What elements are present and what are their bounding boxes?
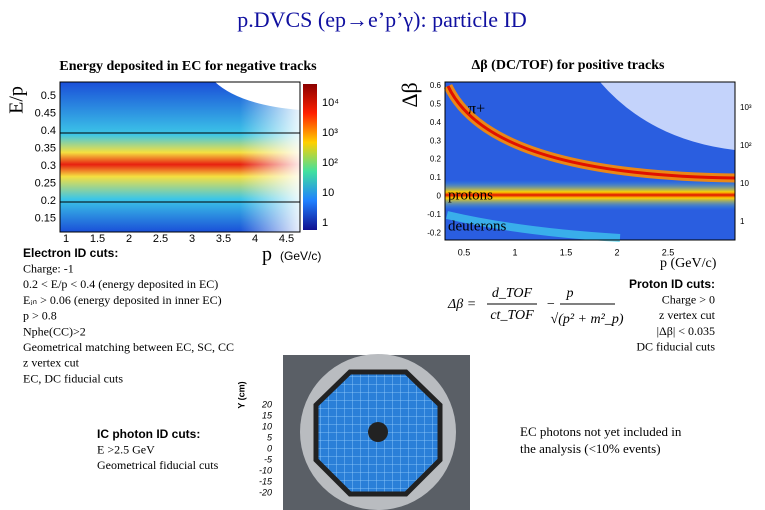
cuts-line: DC fiducial cuts xyxy=(636,340,715,354)
y-tick-label: 0.1 xyxy=(430,173,442,182)
x-tick-label: 4.5 xyxy=(279,233,294,245)
heatmap-band xyxy=(446,211,621,242)
cuts-heading: IC photon ID cuts: xyxy=(97,427,200,441)
cuts-line: Charge: -1 xyxy=(23,261,74,275)
colorbar-label: 10 xyxy=(740,179,749,188)
slide-title: p.DVCS (ep→e’p’γ): particle ID xyxy=(237,7,527,32)
y-tick-label: 0.45 xyxy=(35,107,56,119)
colorbar-label: 10³ xyxy=(322,127,338,139)
x-tick-label: 0.5 xyxy=(458,247,471,257)
x-axis-label: p xyxy=(262,244,272,266)
x-tick-label: 2 xyxy=(614,247,619,257)
y-tick-label: 0.6 xyxy=(430,81,442,90)
x-tick-label: 3.5 xyxy=(216,233,231,245)
cuts-line: EC, DC fiducial cuts xyxy=(23,371,123,385)
colorbar-label: 1 xyxy=(322,217,328,229)
y-axis-label: E/p xyxy=(6,86,28,114)
x-tick-label: 2 xyxy=(126,233,132,245)
y-tick-label: 0.3 xyxy=(41,160,56,172)
y-tick-label: -0.1 xyxy=(427,210,441,219)
y-tick-label: 0.4 xyxy=(430,118,442,127)
y-axis-label: Δβ xyxy=(397,82,422,107)
y-tick-label: 0 xyxy=(437,192,442,201)
photo-tick-label: 15 xyxy=(262,410,273,420)
y-tick-label: 0.35 xyxy=(35,142,56,154)
x-tick-label: 1 xyxy=(63,233,69,245)
colorbar-label: 1 xyxy=(740,217,745,226)
formula-term: d_TOF xyxy=(492,286,533,301)
formula-term: − xyxy=(546,297,555,312)
cuts-line: z vertex cut xyxy=(659,308,716,322)
x-tick-label: 4 xyxy=(252,233,258,245)
formula-term: p xyxy=(566,286,574,301)
annotation: protons xyxy=(448,187,493,203)
x-tick-label: 2.5 xyxy=(153,233,168,245)
plot-frame xyxy=(59,81,301,233)
y-tick-label: 0.15 xyxy=(35,212,56,224)
colorbar xyxy=(303,84,317,230)
y-tick-label: -0.2 xyxy=(427,228,441,237)
photo-tick-label: -20 xyxy=(259,487,272,497)
cuts-line: Charge > 0 xyxy=(662,292,715,306)
cuts-heading: Proton ID cuts: xyxy=(629,277,715,291)
cuts-line: Geometrical fiducial cuts xyxy=(97,458,219,472)
y-tick-label: 0.3 xyxy=(430,136,442,145)
y-tick-label: 0.2 xyxy=(41,195,56,207)
plot-title: Δβ (DC/TOF) for positive tracks xyxy=(472,58,666,73)
plot-title: Energy deposited in EC for negative trac… xyxy=(59,59,317,74)
photo-tick-label: -10 xyxy=(259,465,272,475)
y-tick-label: 0.4 xyxy=(41,125,56,137)
x-tick-label: 3 xyxy=(189,233,195,245)
plot-frame xyxy=(444,81,736,241)
x-axis-unit: (GeV/c) xyxy=(280,249,321,263)
heatmap-band xyxy=(446,85,736,180)
photo-tick-label: 20 xyxy=(261,399,272,409)
y-tick-label: 0.5 xyxy=(430,100,442,109)
y-tick-label: 0.25 xyxy=(35,177,56,189)
cuts-line: 0.2 < E/p < 0.4 (energy deposited in EC) xyxy=(23,277,218,291)
photo-tick-label: -5 xyxy=(264,454,273,464)
x-tick-label: 2.5 xyxy=(662,247,675,257)
cuts-line: Geometrical matching between EC, SC, CC xyxy=(23,340,234,354)
heatmap-band xyxy=(445,180,735,210)
cuts-line: z vertex cut xyxy=(23,356,80,370)
beam-hole xyxy=(368,422,388,442)
annotation: π+ xyxy=(468,101,485,118)
heatmap-empty xyxy=(215,82,300,110)
cuts-line: Eᵢₙ > 0.06 (energy deposited in inner EC… xyxy=(23,293,222,307)
y-tick-label: 0.2 xyxy=(430,155,442,164)
formula: Δβ = d_TOF ct_TOF − p √(p² + m²_p) xyxy=(447,286,624,327)
note-line: the analysis (<10% events) xyxy=(520,441,661,456)
cuts-line: E >2.5 GeV xyxy=(97,442,155,456)
photo-tick-label: 0 xyxy=(267,443,272,453)
colorbar-label: 10 xyxy=(322,187,334,199)
x-tick-label: 1.5 xyxy=(90,233,105,245)
x-axis-label: p (GeV/c) xyxy=(660,256,717,271)
formula-term: ct_TOF xyxy=(490,308,534,323)
cuts-line: |Δβ| < 0.035 xyxy=(657,324,715,338)
photo-tick-label: -15 xyxy=(259,476,273,486)
note-line: EC photons not yet included in xyxy=(520,424,682,439)
annotation: deuterons xyxy=(448,218,506,234)
heatmap-fade xyxy=(60,82,300,232)
colorbar-label: 10² xyxy=(740,141,752,150)
photo-tick-label: 5 xyxy=(267,432,273,442)
colorbar-label: 10² xyxy=(322,157,338,169)
x-tick-label: 1 xyxy=(512,247,517,257)
colorbar-label: 10³ xyxy=(740,103,752,112)
cuts-line: Nphe(CC)>2 xyxy=(23,324,86,338)
photo-axis-label: Y (cm) xyxy=(236,381,246,408)
heatmap-sparse xyxy=(600,82,735,150)
cuts-line: p > 0.8 xyxy=(23,309,57,323)
photo-tick-label: 10 xyxy=(262,421,272,431)
y-tick-label: 0.5 xyxy=(41,90,56,102)
formula-lhs: Δβ = xyxy=(447,297,476,312)
x-tick-label: 1.5 xyxy=(560,247,573,257)
colorbar-label: 10⁴ xyxy=(322,97,339,109)
formula-term: √(p² + m²_p) xyxy=(551,312,624,327)
cuts-heading: Electron ID cuts: xyxy=(23,246,118,260)
